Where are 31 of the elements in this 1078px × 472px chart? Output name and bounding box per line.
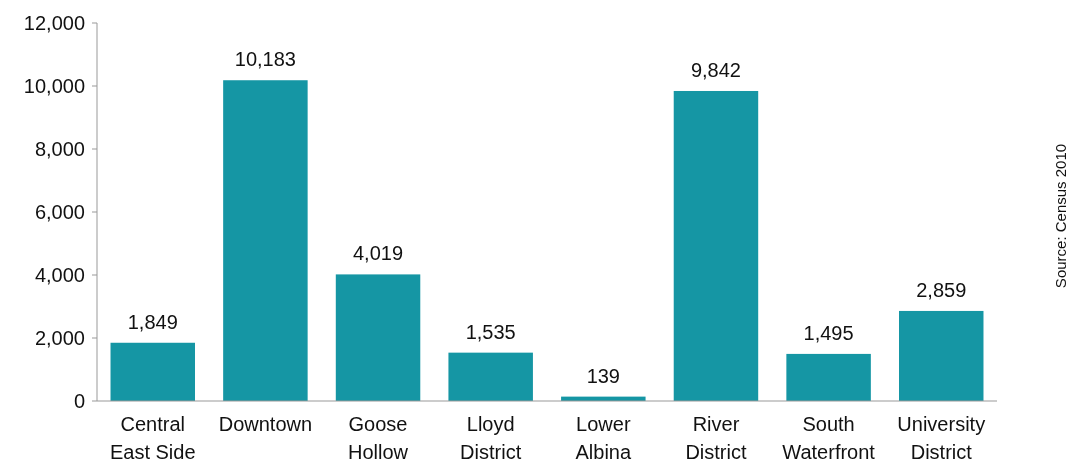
bar	[899, 310, 984, 401]
x-tick-label: Lower Albina	[575, 413, 632, 463]
bar	[673, 90, 759, 401]
data-label: 10,183	[234, 48, 296, 71]
y-tick-label: 4,000	[34, 264, 85, 286]
x-tick-label: University District	[897, 413, 986, 463]
bar	[786, 353, 871, 401]
bar	[335, 274, 421, 401]
bar	[110, 342, 195, 401]
data-label: 139	[586, 364, 621, 387]
data-label: 1,849	[127, 310, 178, 333]
y-tick-label: 2,000	[34, 327, 85, 349]
data-label: 1,535	[465, 320, 516, 343]
y-tick-label: 12,000	[23, 12, 85, 34]
y-tick-label: 10,000	[23, 75, 85, 97]
data-label: 2,859	[916, 278, 967, 301]
data-label: 9,842	[690, 58, 741, 81]
source-note: Source: Census 2010	[1052, 143, 1069, 289]
y-tick-label: 8,000	[34, 138, 85, 160]
x-tick-label: Goose Hollow	[348, 413, 409, 463]
x-tick-label: Lloyd District	[460, 413, 522, 463]
y-tick-label: 6,000	[34, 201, 85, 223]
bar	[448, 352, 533, 401]
x-tick-label: Central East Side	[109, 413, 196, 463]
x-tick-label: River District	[685, 413, 747, 463]
data-label: 1,495	[803, 321, 854, 344]
x-tick-label: South Waterfront	[782, 413, 876, 463]
y-tick-label: 0	[73, 390, 85, 412]
bar	[223, 80, 308, 401]
data-label: 4,019	[353, 242, 404, 265]
x-tick-label: Downtown	[218, 413, 313, 435]
